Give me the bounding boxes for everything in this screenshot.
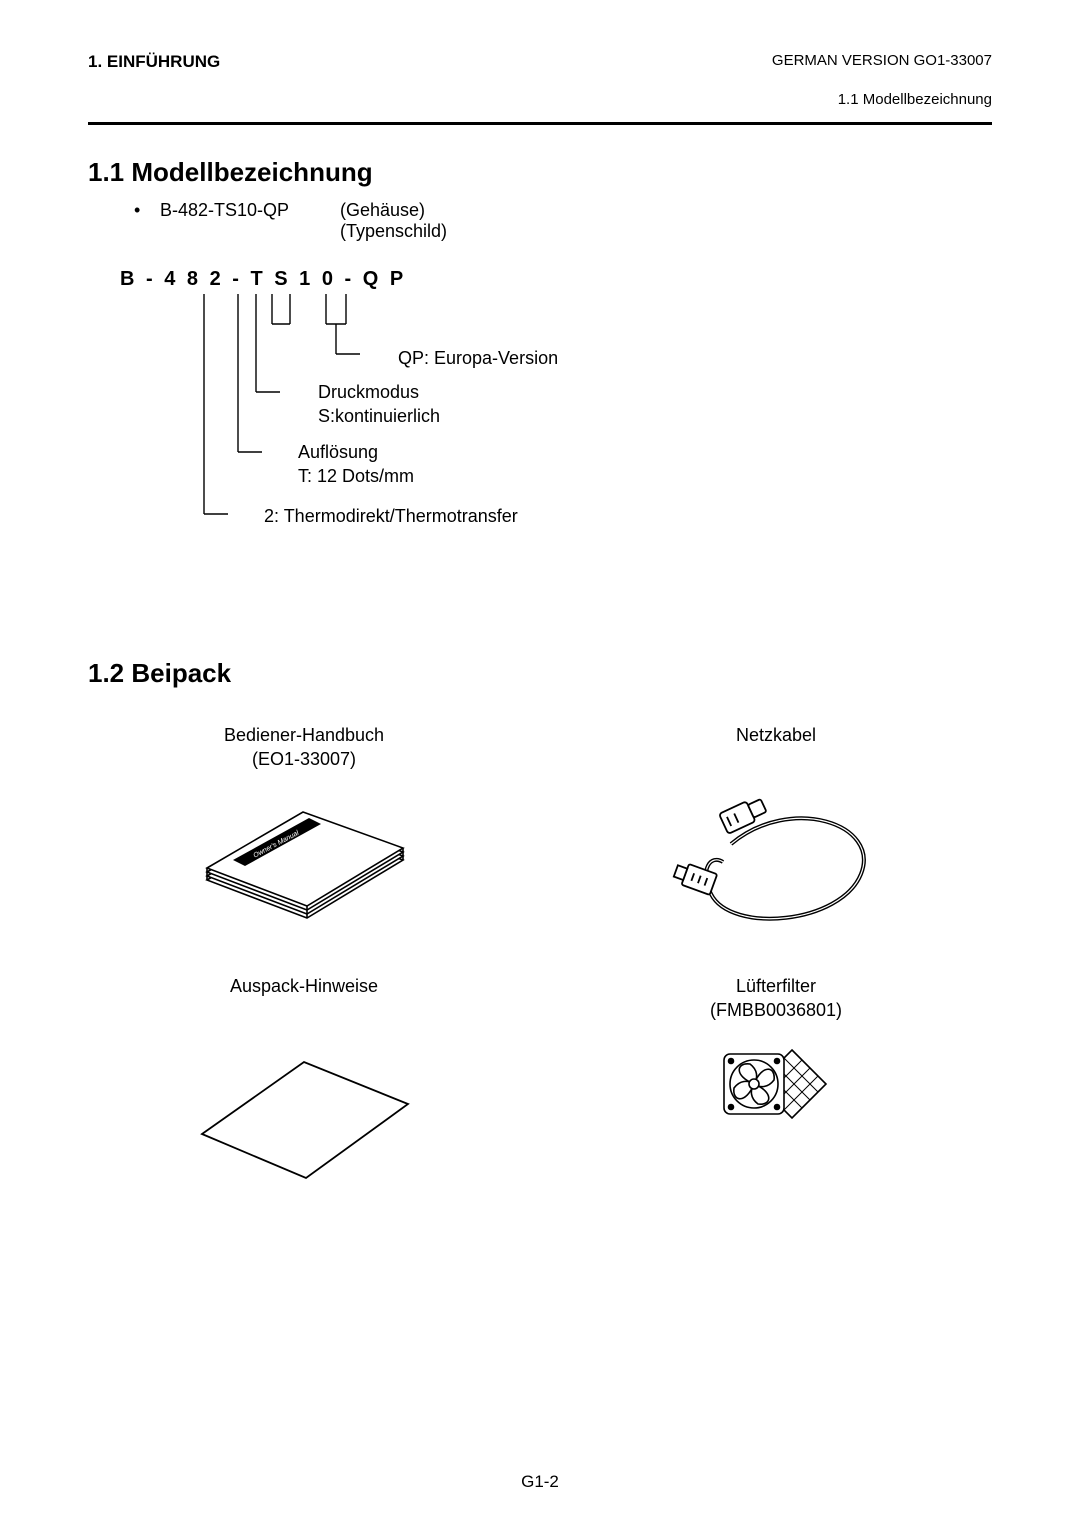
model-desc: (Gehäuse) (Typenschild): [340, 200, 447, 242]
item-manual-line1: Bediener-Handbuch: [88, 723, 520, 747]
callout-qp: QP: Europa-Version: [398, 346, 558, 370]
section-1-1-title: 1.1 Modellbezeichnung: [88, 157, 992, 188]
item-fan-filter: Lüfterfilter (FMBB0036801): [560, 974, 992, 1205]
bullet-dot-icon: •: [134, 200, 160, 221]
header-left: 1. EINFÜHRUNG: [88, 52, 220, 72]
model-desc-1: (Gehäuse): [340, 200, 447, 221]
item-unpack-line1: Auspack-Hinweise: [88, 974, 520, 998]
sheet-icon: [184, 1034, 424, 1204]
header-doc-id: GERMAN VERSION GO1-33007: [772, 52, 992, 69]
callout-aufl-2: T: 12 Dots/mm: [298, 464, 414, 488]
header-rule: [88, 122, 992, 125]
callout-aufl-1: Auflösung: [298, 440, 414, 464]
page-header: 1. EINFÜHRUNG GERMAN VERSION GO1-33007 1…: [88, 52, 992, 108]
accessories-grid: Bediener-Handbuch (EO1-33007): [88, 723, 992, 1204]
model-code: B-482-TS10-QP: [160, 200, 340, 221]
code-breakdown: B - 4 8 2 - T S 1 0 - Q P: [120, 268, 992, 548]
item-manual-label: Bediener-Handbuch (EO1-33007): [88, 723, 520, 772]
page-number: G1-2: [0, 1472, 1080, 1492]
power-cable-icon: [661, 784, 891, 944]
header-subsection: 1.1 Modellbezeichnung: [772, 91, 992, 108]
item-manual: Bediener-Handbuch (EO1-33007): [88, 723, 520, 944]
section-1-2-title: 1.2 Beipack: [88, 658, 992, 689]
model-desc-2: (Typenschild): [340, 221, 447, 242]
item-power-label: Netzkabel: [560, 723, 992, 772]
page: 1. EINFÜHRUNG GERMAN VERSION GO1-33007 1…: [0, 0, 1080, 1528]
manual-book-icon: Owner's Manual: [189, 784, 419, 934]
fan-filter-icon: [706, 1034, 846, 1144]
callout-druck-1: Druckmodus: [318, 380, 440, 404]
item-power-line1: Netzkabel: [560, 723, 992, 747]
callout-druck-2: S:kontinuierlich: [318, 404, 440, 428]
model-bullet-row: • B-482-TS10-QP (Gehäuse) (Typenschild): [134, 200, 992, 242]
header-right: GERMAN VERSION GO1-33007 1.1 Modellbezei…: [772, 52, 992, 108]
callout-druck: Druckmodus S:kontinuierlich: [318, 380, 440, 429]
callout-aufl: Auflösung T: 12 Dots/mm: [298, 440, 414, 489]
item-manual-line2: (EO1-33007): [88, 747, 520, 771]
item-power-cable: Netzkabel: [560, 723, 992, 944]
item-filter-label: Lüfterfilter (FMBB0036801): [560, 974, 992, 1023]
item-unpack: Auspack-Hinweise: [88, 974, 520, 1205]
code-letters: B - 4 8 2 - T S 1 0 - Q P: [120, 268, 992, 291]
callout-thermo: 2: Thermodirekt/Thermotransfer: [264, 504, 518, 528]
item-unpack-label: Auspack-Hinweise: [88, 974, 520, 1023]
item-filter-line2: (FMBB0036801): [560, 998, 992, 1022]
item-filter-line1: Lüfterfilter: [560, 974, 992, 998]
